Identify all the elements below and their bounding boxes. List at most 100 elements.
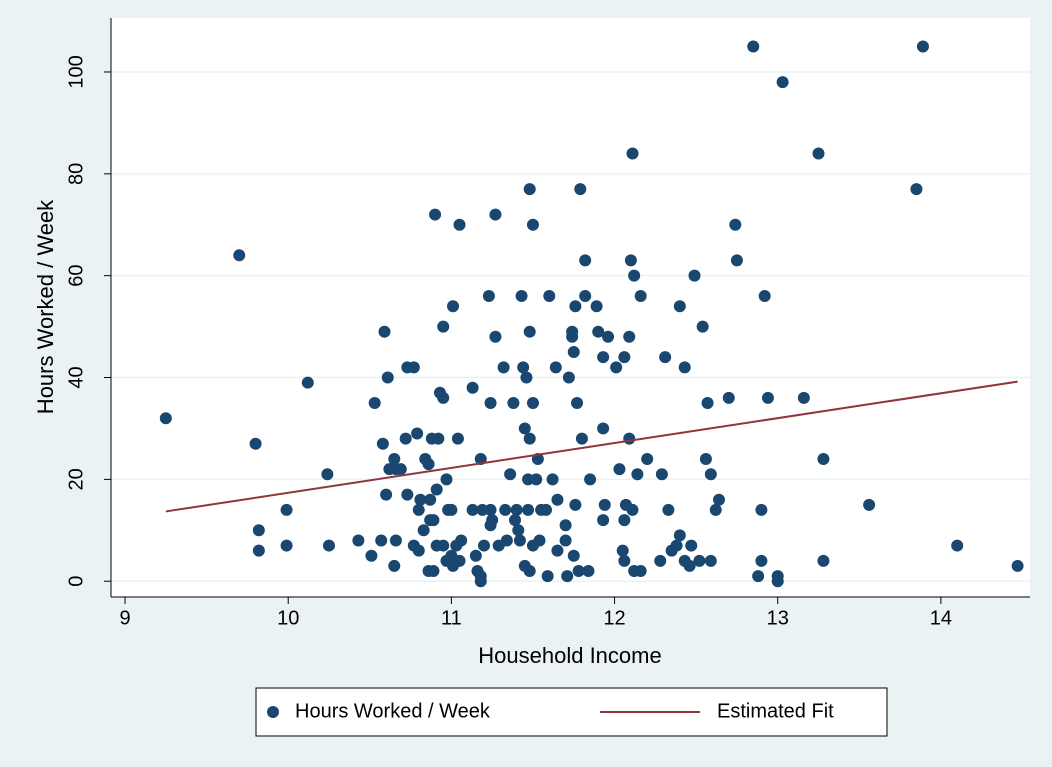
scatter-point bbox=[252, 524, 265, 537]
scatter-point bbox=[518, 422, 531, 435]
x-tick-label: 10 bbox=[277, 607, 299, 629]
x-tick-label: 12 bbox=[603, 607, 625, 629]
scatter-point bbox=[388, 559, 401, 572]
scatter-point bbox=[559, 534, 572, 547]
scatter-point bbox=[484, 396, 497, 409]
x-tick-label: 9 bbox=[119, 607, 130, 629]
scatter-point bbox=[388, 452, 401, 465]
scatter-point bbox=[399, 432, 412, 445]
scatter-point bbox=[730, 254, 743, 267]
legend-marker bbox=[267, 706, 279, 718]
scatter-point bbox=[523, 565, 536, 578]
scatter-point bbox=[569, 498, 582, 511]
scatter-point bbox=[634, 565, 647, 578]
scatter-point bbox=[597, 422, 610, 435]
scatter-point bbox=[722, 391, 735, 404]
y-tick-label: 20 bbox=[65, 468, 87, 490]
scatter-point bbox=[368, 396, 381, 409]
scatter-point bbox=[321, 468, 334, 481]
scatter-point bbox=[747, 40, 760, 53]
scatter-point bbox=[704, 468, 717, 481]
scatter-point bbox=[484, 503, 497, 516]
scatter-point bbox=[478, 539, 491, 552]
scatter-point bbox=[812, 147, 825, 160]
y-tick-label: 80 bbox=[65, 163, 87, 185]
scatter-point bbox=[159, 412, 172, 425]
scatter-point bbox=[523, 183, 536, 196]
scatter-point bbox=[566, 330, 579, 343]
scatter-point bbox=[602, 330, 615, 343]
scatter-point bbox=[301, 376, 314, 389]
scatter-point bbox=[613, 463, 626, 476]
scatter-point bbox=[523, 325, 536, 338]
scatter-point bbox=[817, 452, 830, 465]
scatter-point bbox=[693, 554, 706, 567]
scatter-point bbox=[365, 549, 378, 562]
scatter-point bbox=[699, 452, 712, 465]
scatter-point bbox=[427, 514, 440, 527]
scatter-point bbox=[951, 539, 964, 552]
scatter-point bbox=[512, 524, 525, 537]
scatter-point bbox=[659, 351, 672, 364]
scatter-point bbox=[696, 320, 709, 333]
scatter-point bbox=[683, 559, 696, 572]
scatter-point bbox=[437, 539, 450, 552]
scatter-point bbox=[510, 503, 523, 516]
scatter-point bbox=[389, 534, 402, 547]
scatter-point bbox=[758, 290, 771, 303]
scatter-point bbox=[562, 371, 575, 384]
scatter-point bbox=[685, 539, 698, 552]
scatter-point bbox=[526, 396, 539, 409]
scatter-point bbox=[673, 529, 686, 542]
scatter-point bbox=[641, 452, 654, 465]
scatter-point bbox=[520, 371, 533, 384]
scatter-point bbox=[453, 554, 466, 567]
scatter-point bbox=[863, 498, 876, 511]
scatter-point bbox=[623, 432, 636, 445]
scatter-point bbox=[579, 290, 592, 303]
scatter-point bbox=[761, 391, 774, 404]
scatter-point bbox=[411, 427, 424, 440]
scatter-point bbox=[407, 361, 420, 374]
scatter-point bbox=[575, 432, 588, 445]
y-tick-label: 100 bbox=[65, 55, 87, 88]
scatter-point bbox=[432, 432, 445, 445]
scatter-point bbox=[634, 290, 647, 303]
scatter-point bbox=[429, 208, 442, 221]
scatter-point bbox=[507, 396, 520, 409]
scatter-point bbox=[380, 488, 393, 501]
scatter-point bbox=[592, 325, 605, 338]
scatter-point bbox=[513, 534, 526, 547]
scatter-point bbox=[584, 473, 597, 486]
scatter-point bbox=[522, 503, 535, 516]
scatter-point bbox=[572, 565, 585, 578]
scatter-point bbox=[567, 346, 580, 359]
x-tick-label: 11 bbox=[441, 607, 462, 629]
scatter-point bbox=[381, 371, 394, 384]
scatter-point bbox=[482, 290, 495, 303]
scatter-point bbox=[688, 269, 701, 282]
scatter-point bbox=[447, 300, 460, 313]
scatter-point bbox=[626, 503, 639, 516]
scatter-point bbox=[437, 391, 450, 404]
scatter-point bbox=[394, 463, 407, 476]
scatter-point bbox=[569, 300, 582, 313]
scatter-point bbox=[424, 493, 437, 506]
y-tick-label: 0 bbox=[65, 576, 87, 587]
scatter-point bbox=[1011, 559, 1024, 572]
scatter-point bbox=[709, 503, 722, 516]
scatter-point bbox=[437, 320, 450, 333]
scatter-point bbox=[453, 218, 466, 231]
scatter-point bbox=[427, 565, 440, 578]
scatter-point bbox=[729, 218, 742, 231]
scatter-point bbox=[375, 534, 388, 547]
scatter-point bbox=[662, 503, 675, 516]
scatter-point bbox=[515, 290, 528, 303]
scatter-point bbox=[523, 432, 536, 445]
scatter-point bbox=[530, 473, 543, 486]
scatter-point bbox=[678, 361, 691, 374]
y-axis-title: Hours Worked / Week bbox=[33, 199, 58, 414]
scatter-point bbox=[466, 503, 479, 516]
scatter-point bbox=[567, 549, 580, 562]
